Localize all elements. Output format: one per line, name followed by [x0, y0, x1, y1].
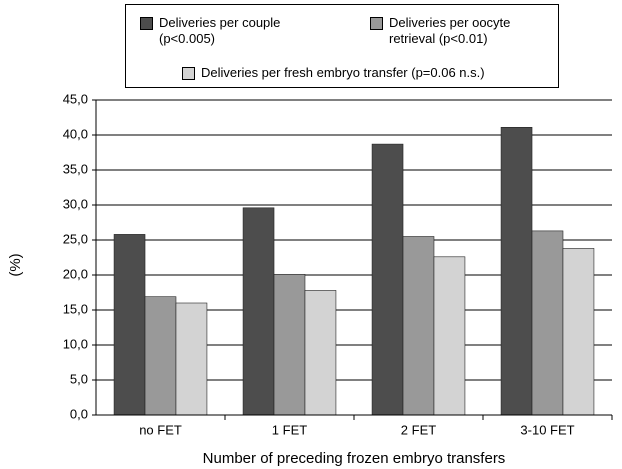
bar: [562, 248, 595, 416]
legend-label: Deliveries per couple (p<0.005): [159, 15, 281, 46]
legend-entry: Deliveries per oocyte retrieval (p<0.01): [370, 15, 560, 47]
bar: [144, 296, 177, 416]
y-tick-label: 10,0: [63, 336, 88, 351]
bar: [531, 230, 564, 416]
legend-entry: Deliveries per couple (p<0.005): [140, 15, 340, 47]
bar: [113, 234, 146, 416]
bar: [242, 207, 275, 416]
x-tick-label: 3-10 FET: [520, 422, 574, 437]
x-tick-label: 2 FET: [401, 422, 436, 437]
bar: [371, 143, 404, 416]
x-tick-label: no FET: [139, 422, 182, 437]
y-tick-label: 25,0: [63, 231, 88, 246]
bar: [433, 256, 466, 416]
bar: [500, 127, 533, 416]
y-tick-label: 20,0: [63, 266, 88, 281]
bar: [304, 290, 337, 416]
y-tick-label: 45,0: [63, 91, 88, 106]
y-tick-label: 30,0: [63, 196, 88, 211]
y-tick-label: 15,0: [63, 301, 88, 316]
y-tick-label: 5,0: [70, 371, 88, 386]
legend: Deliveries per couple (p<0.005) Deliverie…: [125, 4, 559, 88]
legend-swatch: [370, 17, 383, 30]
y-tick-label: 35,0: [63, 161, 88, 176]
y-axis-label: (%): [7, 253, 24, 276]
x-tick-label: 1 FET: [272, 422, 307, 437]
legend-swatch: [140, 17, 153, 30]
bar: [175, 302, 208, 416]
legend-entry: Deliveries per fresh embryo transfer (p=…: [182, 65, 552, 81]
bar: [273, 273, 306, 416]
y-tick-label: 0,0: [70, 406, 88, 421]
legend-label: Deliveries per oocyte retrieval (p<0.01): [389, 15, 511, 46]
x-axis-label: Number of preceding frozen embryo transf…: [203, 450, 506, 467]
legend-label: Deliveries per fresh embryo transfer (p=…: [201, 65, 485, 80]
legend-swatch: [182, 67, 195, 80]
bar: [402, 236, 435, 416]
y-tick-label: 40,0: [63, 126, 88, 141]
